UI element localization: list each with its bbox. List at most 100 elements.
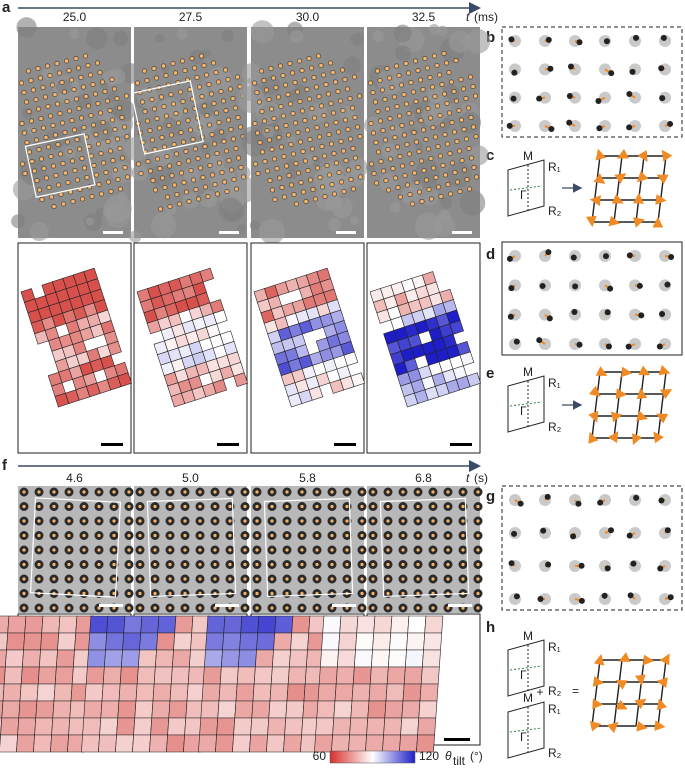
atom (402, 92, 406, 96)
atom (371, 519, 374, 522)
time-label: 5.0 (182, 471, 199, 485)
atom (77, 106, 81, 110)
noise (200, 191, 217, 208)
atom (301, 190, 305, 194)
atom (52, 534, 55, 537)
atom (378, 78, 382, 82)
atom (56, 183, 60, 187)
tile (124, 616, 142, 633)
atom (285, 606, 288, 609)
atom (160, 135, 164, 139)
atom (319, 104, 323, 108)
tile (235, 701, 253, 718)
atom (360, 548, 363, 551)
atom (285, 490, 288, 493)
atom (22, 131, 26, 135)
atom (124, 94, 128, 98)
atom (322, 113, 326, 117)
atom (658, 65, 664, 71)
atom (213, 563, 216, 566)
atom (243, 548, 246, 551)
atom (421, 128, 425, 132)
atom (288, 61, 292, 65)
atom (195, 75, 199, 79)
atom (430, 85, 434, 89)
atom (386, 577, 389, 580)
tile (172, 650, 190, 667)
atom (303, 159, 307, 163)
atom (115, 96, 119, 100)
tile (318, 684, 336, 701)
tile (35, 718, 53, 735)
atom (455, 180, 459, 184)
atom (460, 158, 464, 162)
atom (181, 99, 185, 103)
atom (407, 152, 411, 156)
noise (395, 45, 411, 61)
atom (123, 165, 127, 169)
atom (328, 61, 332, 65)
atom (507, 256, 513, 262)
atom (157, 126, 161, 130)
tile (285, 718, 303, 735)
atom (205, 154, 209, 158)
atom (315, 125, 319, 129)
tile (385, 701, 403, 718)
atom (545, 494, 551, 500)
tile (141, 616, 159, 633)
tile (136, 684, 154, 701)
atom (319, 63, 323, 67)
atom (401, 505, 404, 508)
atom (150, 97, 154, 101)
scale-bar (444, 738, 470, 741)
atom (109, 189, 113, 193)
atom (396, 185, 400, 189)
atom (148, 128, 152, 132)
atom (73, 168, 77, 172)
colorbar-tick: 60 (313, 749, 327, 763)
atom (238, 125, 242, 129)
atom (205, 113, 209, 117)
atom (415, 180, 419, 184)
atom (258, 140, 262, 144)
atom (82, 577, 85, 580)
atom (98, 111, 102, 115)
atom (447, 111, 451, 115)
atom (213, 548, 216, 551)
atom (183, 519, 186, 522)
tile (336, 667, 354, 684)
atom (177, 161, 181, 165)
atom (465, 177, 469, 181)
atom (22, 606, 25, 609)
atom (330, 563, 333, 566)
atom (196, 197, 200, 201)
atom (603, 253, 609, 259)
atom (472, 165, 476, 169)
atom (151, 178, 155, 182)
noise (447, 162, 472, 187)
atom (338, 99, 342, 103)
atom (607, 286, 613, 292)
atom (434, 175, 438, 179)
atom (206, 194, 210, 198)
atom (58, 152, 62, 156)
atom (94, 132, 98, 136)
atom (56, 142, 60, 146)
atom (431, 563, 434, 566)
atom (22, 548, 25, 551)
atom (461, 563, 464, 566)
atom (22, 519, 25, 522)
atom (255, 592, 258, 595)
atom (630, 561, 636, 567)
atom (298, 140, 302, 144)
tile (153, 684, 171, 701)
tile (174, 633, 192, 650)
atom (277, 176, 281, 180)
atom (448, 151, 452, 155)
atom (411, 90, 415, 94)
atom (296, 171, 300, 175)
atom (22, 490, 25, 493)
atom (371, 592, 374, 595)
atom (153, 563, 156, 566)
grid-line (592, 156, 600, 222)
